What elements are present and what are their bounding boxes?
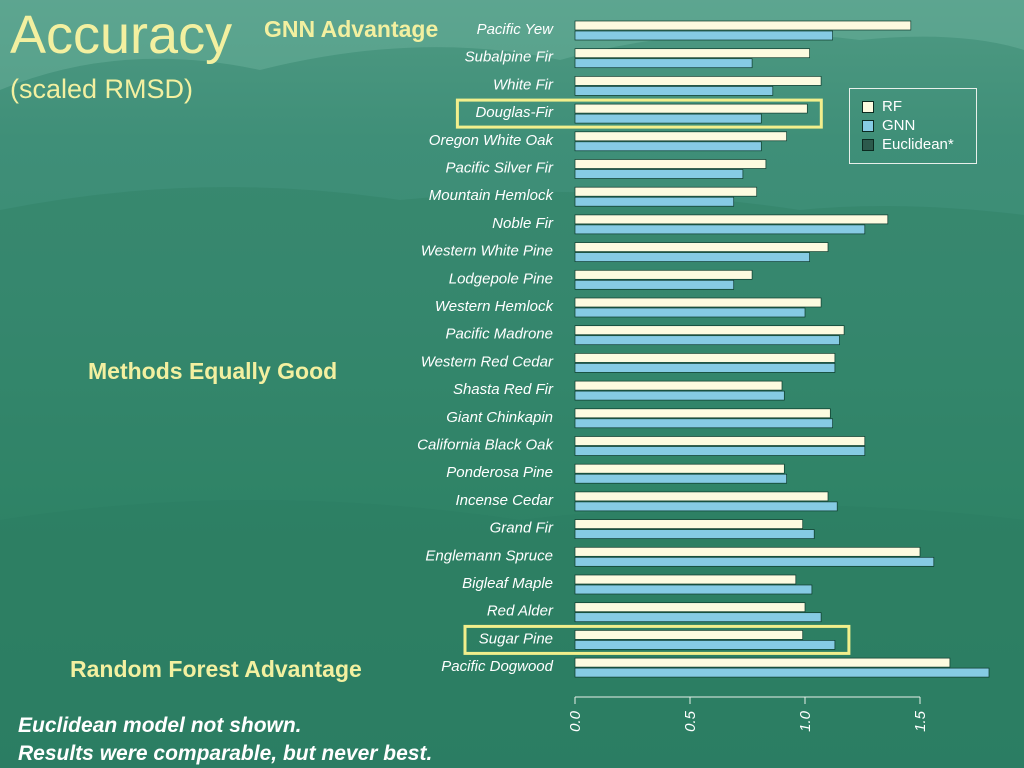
category-label-western-red-cedar: Western Red Cedar <box>421 353 554 370</box>
bar-rf-incense-cedar <box>574 491 829 502</box>
legend-item-gnn: GNN <box>862 116 976 135</box>
bar-gnn-shasta-red-fir <box>574 390 785 401</box>
bar-rf-giant-chinkapin <box>574 408 831 419</box>
legend-swatch-rf <box>862 100 874 113</box>
category-label-western-white-pine: Western White Pine <box>421 243 553 260</box>
bar-gnn-grand-fir <box>574 529 815 539</box>
bar-rf-california-black-oak <box>574 436 866 446</box>
bar-rf-pacific-madrone <box>574 325 845 336</box>
chart-legend: RF GNN Euclidean* <box>849 88 977 164</box>
category-label-mountain-hemlock: Mountain Hemlock <box>429 187 555 204</box>
x-tick-label: 1.5 <box>912 710 929 732</box>
category-label-pacific-dogwood: Pacific Dogwood <box>441 658 553 675</box>
footnote-line-2: Results were comparable, but never best. <box>18 742 433 765</box>
bar-gnn-white-fir <box>574 86 774 96</box>
bar-gnn-lodgepole-pine <box>574 279 735 290</box>
callout-gnn-advantage: GNN Advantage <box>264 16 439 42</box>
bar-gnn-pacific-dogwood <box>574 667 990 678</box>
category-label-red-alder: Red Alder <box>487 603 554 620</box>
callout-rf-advantage: Random Forest Advantage <box>70 656 362 682</box>
category-label-california-black-oak: California Black Oak <box>417 437 554 454</box>
bar-rf-sugar-pine <box>574 630 804 640</box>
bar-rf-grand-fir <box>574 519 804 529</box>
category-label-englemann-spruce: Englemann Spruce <box>425 547 553 564</box>
callout-methods-equal: Methods Equally Good <box>88 358 338 384</box>
x-tick-label: 0.5 <box>682 710 699 732</box>
highlight-box-douglas-fir <box>455 98 823 129</box>
x-tick-label: 1.0 <box>797 710 814 732</box>
bar-rf-englemann-spruce <box>574 546 921 557</box>
legend-item-rf: RF <box>862 97 976 116</box>
category-label-pacific-silver-fir: Pacific Silver Fir <box>445 160 554 177</box>
highlight-box-sugar-pine <box>463 624 851 655</box>
bar-rf-red-alder <box>574 602 806 613</box>
category-label-pacific-madrone: Pacific Madrone <box>445 326 553 343</box>
legend-label-rf: RF <box>882 98 902 115</box>
category-label-western-hemlock: Western Hemlock <box>435 298 555 315</box>
category-label-noble-fir: Noble Fir <box>492 215 554 232</box>
bar-rf-white-fir <box>574 76 822 86</box>
bar-gnn-incense-cedar <box>574 501 838 512</box>
legend-item-euclidean: Euclidean* <box>862 135 976 154</box>
bar-gnn-western-red-cedar <box>574 363 836 373</box>
legend-swatch-euclidean <box>862 138 874 151</box>
category-label-ponderosa-pine: Ponderosa Pine <box>446 464 553 481</box>
bar-rf-shasta-red-fir <box>574 380 783 391</box>
bar-gnn-subalpine-fir <box>574 58 753 69</box>
category-label-lodgepole-pine: Lodgepole Pine <box>449 270 553 287</box>
bar-rf-pacific-dogwood <box>574 657 951 668</box>
bar-rf-bigleaf-maple <box>574 574 797 585</box>
footnote-line-1: Euclidean model not shown. <box>18 714 302 737</box>
bar-rf-oregon-white-oak <box>574 131 787 142</box>
bar-gnn-noble-fir <box>574 224 866 235</box>
category-label-bigleaf-maple: Bigleaf Maple <box>462 575 553 592</box>
bar-rf-subalpine-fir <box>574 48 810 59</box>
bar-rf-western-white-pine <box>574 242 829 252</box>
bar-gnn-pacific-yew <box>574 30 833 41</box>
legend-label-gnn: GNN <box>882 117 916 134</box>
bar-gnn-englemann-spruce <box>574 556 935 567</box>
category-label-oregon-white-oak: Oregon White Oak <box>429 132 555 149</box>
category-label-subalpine-fir: Subalpine Fir <box>465 49 554 66</box>
footnote: Euclidean model not shown. Results were … <box>18 712 432 768</box>
category-label-sugar-pine: Sugar Pine <box>479 630 553 647</box>
bar-rf-mountain-hemlock <box>574 186 758 197</box>
bar-gnn-california-black-oak <box>574 446 866 456</box>
bar-rf-douglas-fir <box>574 103 808 114</box>
bar-rf-pacific-silver-fir <box>574 159 767 169</box>
legend-label-euclidean: Euclidean* <box>882 136 954 153</box>
x-tick-label: 0.0 <box>567 710 584 732</box>
bar-gnn-pacific-silver-fir <box>574 169 744 179</box>
category-label-douglas-fir: Douglas-Fir <box>475 104 554 121</box>
category-label-shasta-red-fir: Shasta Red Fir <box>453 381 554 398</box>
bar-rf-western-hemlock <box>574 297 822 308</box>
bar-gnn-sugar-pine <box>574 640 836 650</box>
category-label-incense-cedar: Incense Cedar <box>455 492 554 509</box>
bar-rf-lodgepole-pine <box>574 269 753 280</box>
bar-rf-ponderosa-pine <box>574 463 785 474</box>
bar-rf-western-red-cedar <box>574 353 836 363</box>
bar-gnn-bigleaf-maple <box>574 584 813 595</box>
bar-gnn-giant-chinkapin <box>574 418 833 429</box>
bar-gnn-ponderosa-pine <box>574 473 787 484</box>
bar-gnn-western-hemlock <box>574 307 806 318</box>
category-label-giant-chinkapin: Giant Chinkapin <box>446 409 553 426</box>
bar-gnn-oregon-white-oak <box>574 141 762 152</box>
legend-swatch-gnn <box>862 119 874 132</box>
bar-gnn-mountain-hemlock <box>574 196 735 207</box>
slide-title: Accuracy <box>10 5 233 65</box>
bar-gnn-douglas-fir <box>574 113 762 124</box>
bar-rf-pacific-yew <box>574 20 912 31</box>
bar-rf-noble-fir <box>574 214 889 225</box>
bar-gnn-red-alder <box>574 612 822 623</box>
category-label-pacific-yew: Pacific Yew <box>477 21 555 38</box>
bar-gnn-pacific-madrone <box>574 335 840 346</box>
slide-subtitle: (scaled RMSD) <box>10 74 194 104</box>
bar-gnn-western-white-pine <box>574 252 810 262</box>
category-label-white-fir: White Fir <box>493 76 554 93</box>
category-label-grand-fir: Grand Fir <box>490 520 554 537</box>
